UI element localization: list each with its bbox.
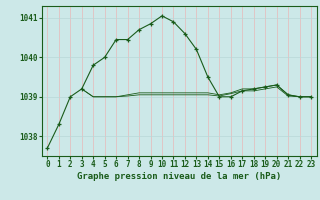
X-axis label: Graphe pression niveau de la mer (hPa): Graphe pression niveau de la mer (hPa)	[77, 172, 281, 181]
